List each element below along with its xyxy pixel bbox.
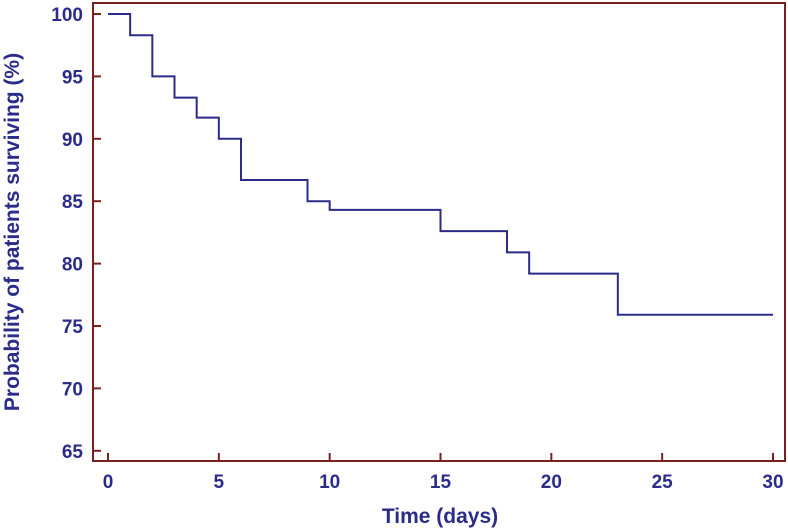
y-tick-label: 100: [51, 5, 83, 26]
y-tick-label: 80: [62, 255, 83, 276]
y-tick-label: 90: [62, 130, 83, 151]
x-tick-label: 30: [762, 472, 783, 493]
x-tick-label: 10: [319, 472, 340, 493]
x-tick-label: 20: [541, 472, 562, 493]
x-tick-label: 15: [430, 472, 452, 493]
y-tick-label: 85: [62, 192, 84, 213]
x-tick-label: 25: [652, 472, 674, 493]
y-tick-label: 70: [62, 379, 83, 400]
y-tick-label: 65: [62, 442, 84, 463]
x-tick-label: 5: [214, 472, 225, 493]
y-tick-label: 75: [62, 317, 84, 338]
y-tick-label: 95: [62, 67, 84, 88]
x-axis: 0 5 10 15 20 25 30: [103, 453, 784, 493]
plot-frame: [92, 2, 786, 462]
y-axis: 65 70 75 80 85 90 95 100: [51, 5, 101, 463]
y-axis-title: Probability of patients surviving (%): [1, 53, 24, 411]
x-tick-label: 0: [103, 472, 114, 493]
survival-curve: [108, 13, 773, 316]
x-axis-title: Time (days): [382, 505, 498, 528]
